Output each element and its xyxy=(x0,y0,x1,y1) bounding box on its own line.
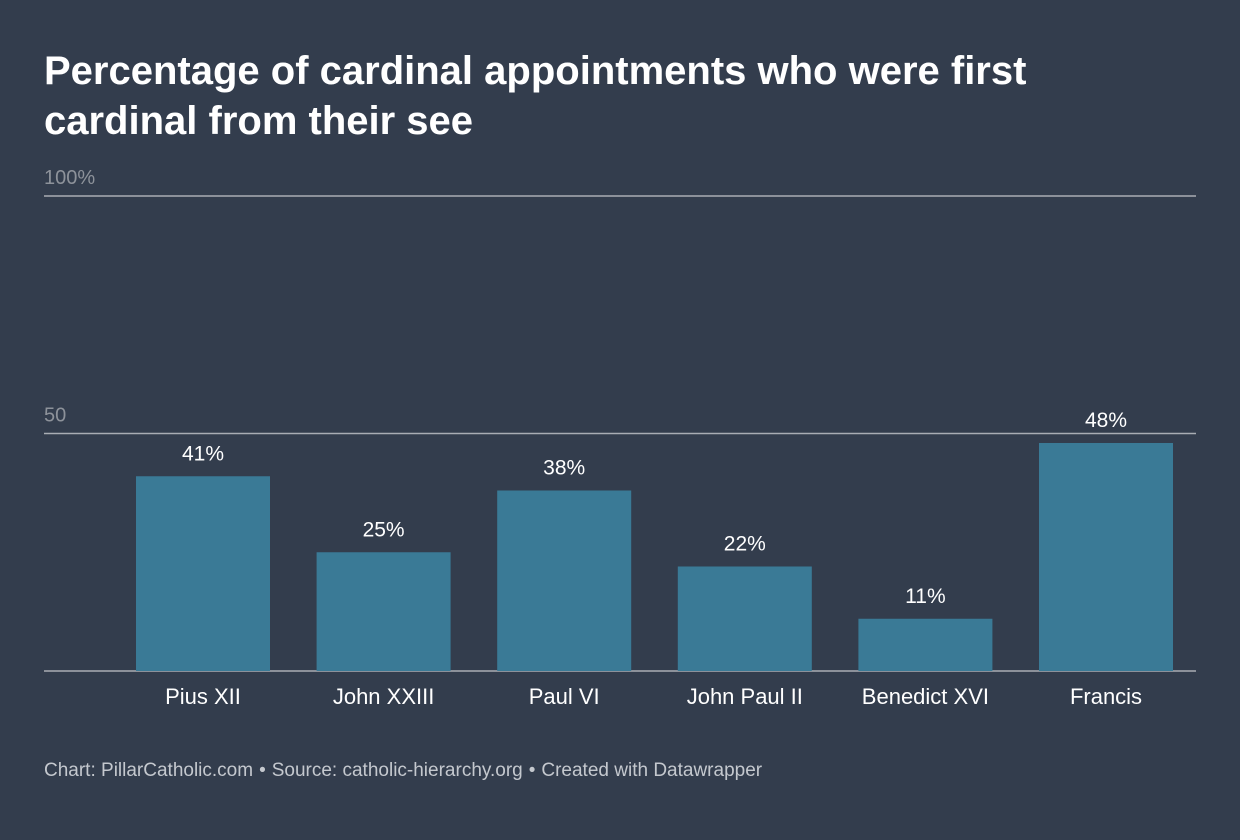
category-labels: Pius XII John XXIII Paul VI John Paul II Ben… xyxy=(165,684,1142,709)
chart-credit: Chart: PillarCatholic.com xyxy=(44,760,254,781)
chart-title: Percentage of cardinal appointments who … xyxy=(44,49,1027,143)
y-tick-label: 50 xyxy=(44,405,66,427)
bar xyxy=(1039,443,1173,671)
footer-separator: • xyxy=(528,760,536,781)
category-label: John XXIII xyxy=(333,684,435,709)
value-label: 22% xyxy=(724,533,766,556)
chart-footer: Chart: PillarCatholic.com • Source: cathol… xyxy=(44,760,762,782)
bar xyxy=(316,552,451,671)
bar xyxy=(497,490,632,671)
value-label: 11% xyxy=(905,585,945,608)
category-label: Francis xyxy=(1070,684,1142,709)
value-label: 48% xyxy=(1085,409,1127,432)
created-with: Created with Datawrapper xyxy=(541,760,763,781)
category-label: Paul VI xyxy=(529,684,600,709)
category-label: John Paul II xyxy=(687,684,803,709)
value-label: 25% xyxy=(363,518,405,541)
value-labels: 41% 25% 38% 22% 11% 48% xyxy=(182,409,1127,608)
y-tick-label: 100% xyxy=(44,167,95,189)
value-label: 41% xyxy=(182,442,224,465)
chart-source: Source: catholic-hierarchy.org xyxy=(271,760,523,781)
category-label: Benedict XVI xyxy=(862,684,989,709)
bars xyxy=(136,443,1173,671)
bar-chart: 100% 50 41% 25% 38% 22% 11% 48% Pius XII John X… xyxy=(44,167,1196,709)
category-label: Pius XII xyxy=(165,684,241,709)
footer-separator: • xyxy=(259,760,266,781)
bar xyxy=(858,618,993,671)
value-label: 38% xyxy=(543,457,585,480)
bar xyxy=(136,476,270,671)
bar xyxy=(677,566,812,671)
